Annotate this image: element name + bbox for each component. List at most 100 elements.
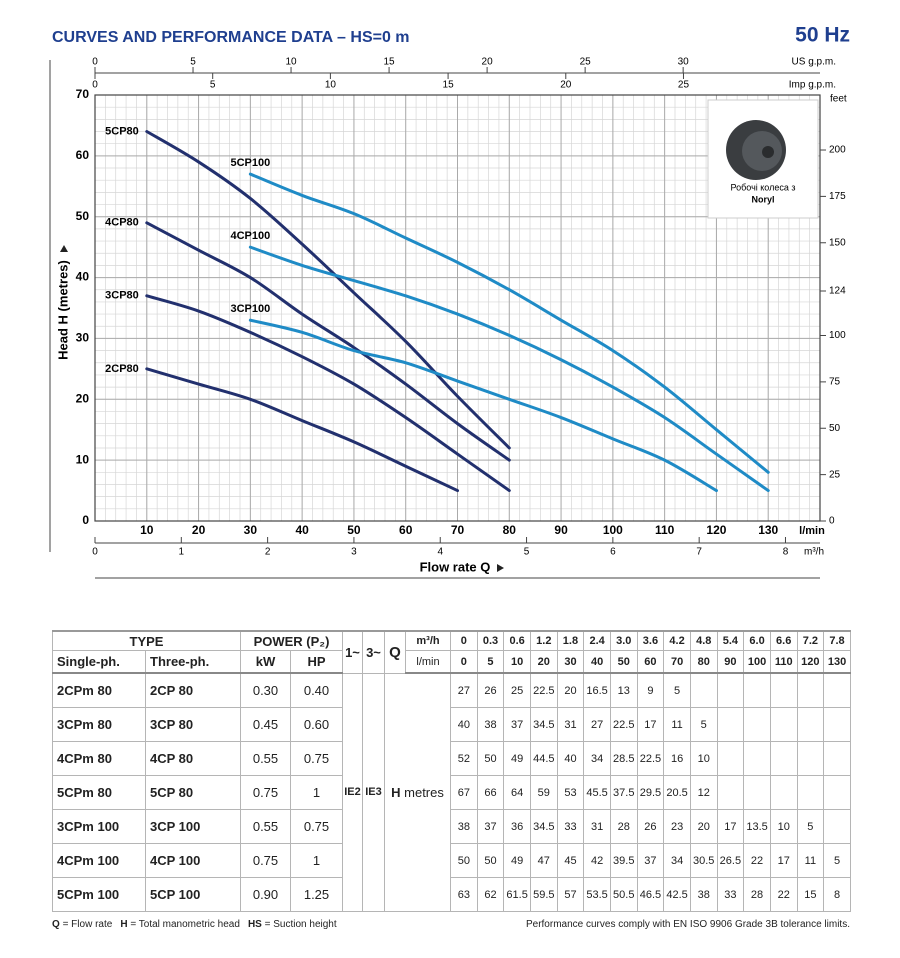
cell: 0.60 xyxy=(290,707,343,742)
cell xyxy=(716,775,745,810)
cell: 13.5 xyxy=(743,809,771,844)
table-row: 2CPm 80 2CP 80 0.30 0.40 IE2 IE3 H metres 27 26 2… xyxy=(52,672,851,912)
cell: 20 xyxy=(689,809,718,844)
cell xyxy=(796,707,825,742)
legend-symbol: Q xyxy=(52,919,60,930)
curve xyxy=(248,172,770,474)
x-tick-label: 110 xyxy=(655,523,675,537)
header-cell: 130 xyxy=(823,650,851,674)
header-cell: 30 xyxy=(556,650,585,674)
x-unit: l/min xyxy=(799,525,825,537)
cell: 50 xyxy=(476,843,505,878)
m3h-tick-label: 4 xyxy=(437,547,443,558)
cell: 59.5 xyxy=(529,877,558,912)
m3h-tick-label: 7 xyxy=(696,547,702,558)
feet-tick-label: 0 xyxy=(829,516,835,527)
cell: 1 xyxy=(290,843,343,878)
cell: 61.5 xyxy=(503,877,531,912)
header-cell: HP xyxy=(290,650,343,674)
cell xyxy=(823,707,851,742)
cell: 1.25 xyxy=(290,877,343,912)
table-row: 3CPm 100 3CP 100 0.55 0.75 38 37 36 34.5 33 31 28 2… xyxy=(52,809,851,844)
us-gpm-tick-label: 0 xyxy=(92,57,98,68)
x-tick-label: 130 xyxy=(758,523,778,537)
cell xyxy=(743,672,771,708)
cell: 34 xyxy=(583,741,611,776)
table-row: 5CPm 80 5CP 80 0.75 1 67 66 64 59 53 45.5 37.5 29.5… xyxy=(52,775,851,810)
cell: 22 xyxy=(743,843,771,878)
curve xyxy=(145,294,511,493)
y-tick-label: 10 xyxy=(76,452,90,466)
performance-table: TYPE POWER (P₂) 1~ 3~ Q m³/h 0 0.3 0.6 1.2 1… xyxy=(52,630,851,912)
feet-tick-label: 124 xyxy=(829,286,846,297)
m3h-tick-label: 8 xyxy=(783,547,789,558)
header-cell: 1~ xyxy=(342,630,363,674)
cell: 64 xyxy=(503,775,531,810)
legend-text: = Suction height xyxy=(264,919,337,930)
cell: 2CP 80 xyxy=(145,672,241,708)
cell: 0.75 xyxy=(290,809,343,844)
us-gpm-tick-label: 20 xyxy=(482,57,494,68)
cell: 47 xyxy=(529,843,558,878)
cell: 28 xyxy=(743,877,771,912)
header-cell: 0.3 xyxy=(476,630,505,651)
cell: 0.55 xyxy=(240,741,291,776)
legend-text: = Flow rate xyxy=(62,919,113,930)
cell: 50 xyxy=(476,741,505,776)
cell xyxy=(823,775,851,810)
curve-label: 3CP100 xyxy=(230,303,270,315)
page-title: CURVES AND PERFORMANCE DATA – HS=0 m xyxy=(52,29,410,46)
imp-gpm-label: Imp g.p.m. xyxy=(789,80,836,91)
cell: 31 xyxy=(583,809,611,844)
frequency: 50 Hz xyxy=(795,24,850,47)
cell: 0.75 xyxy=(290,741,343,776)
cell: 34.5 xyxy=(529,707,558,742)
header-cell: Q xyxy=(384,630,406,674)
imp-gpm-tick-label: 5 xyxy=(210,80,216,91)
cell xyxy=(689,672,718,708)
table-row: 3CPm 80 3CP 80 0.45 0.60 40 38 37 34.5 31 27 22.5 1… xyxy=(52,707,851,742)
cell: 22.5 xyxy=(636,741,665,776)
cell: 12 xyxy=(689,775,718,810)
cell: H metres xyxy=(384,672,451,912)
cell: 20 xyxy=(556,672,585,708)
y-tick-label: 20 xyxy=(76,391,90,405)
us-gpm-tick-label: 10 xyxy=(285,57,297,68)
curve xyxy=(248,245,770,493)
inset-material: Noryl xyxy=(751,194,774,204)
legend-item: Q = Flow rate xyxy=(52,919,112,930)
y-tick-label: 50 xyxy=(76,209,90,223)
m3h-tick-label: 1 xyxy=(179,547,185,558)
cell: 42 xyxy=(583,843,611,878)
cell xyxy=(823,672,851,708)
cell: 27 xyxy=(583,707,611,742)
cell: IE3 xyxy=(362,672,385,912)
cell: 3CPm 80 xyxy=(52,707,146,742)
cell: 4CP 100 xyxy=(145,843,241,878)
cell: 33 xyxy=(716,877,745,912)
cell: 63 xyxy=(450,877,478,912)
arrow-icon xyxy=(60,245,68,252)
cell: 36 xyxy=(503,809,531,844)
cell: 2CPm 80 xyxy=(52,672,146,708)
cell: 13 xyxy=(609,672,638,708)
feet-tick-label: 75 xyxy=(829,377,841,388)
cell: 53 xyxy=(556,775,585,810)
cell: 38 xyxy=(689,877,718,912)
curve-label: 3CP80 xyxy=(105,290,139,302)
header-cell: Single-ph. xyxy=(52,650,146,674)
cell: 0.55 xyxy=(240,809,291,844)
cell: 40 xyxy=(450,707,478,742)
footer-legend: Q = Flow rate H = Total manometric head HS… xyxy=(52,919,345,930)
header-cell: Three-ph. xyxy=(145,650,241,674)
us-gpm-label: US g.p.m. xyxy=(792,57,836,68)
cell: 17 xyxy=(636,707,665,742)
legend-item: HS = Suction height xyxy=(248,919,337,930)
cell: 17 xyxy=(769,843,798,878)
cell: 26 xyxy=(636,809,665,844)
cell: 5CP 100 xyxy=(145,877,241,912)
cell: 0.75 xyxy=(240,775,291,810)
y-tick-label: 30 xyxy=(76,331,90,345)
cell: 5 xyxy=(663,672,691,708)
header-cell: 5 xyxy=(476,650,505,674)
